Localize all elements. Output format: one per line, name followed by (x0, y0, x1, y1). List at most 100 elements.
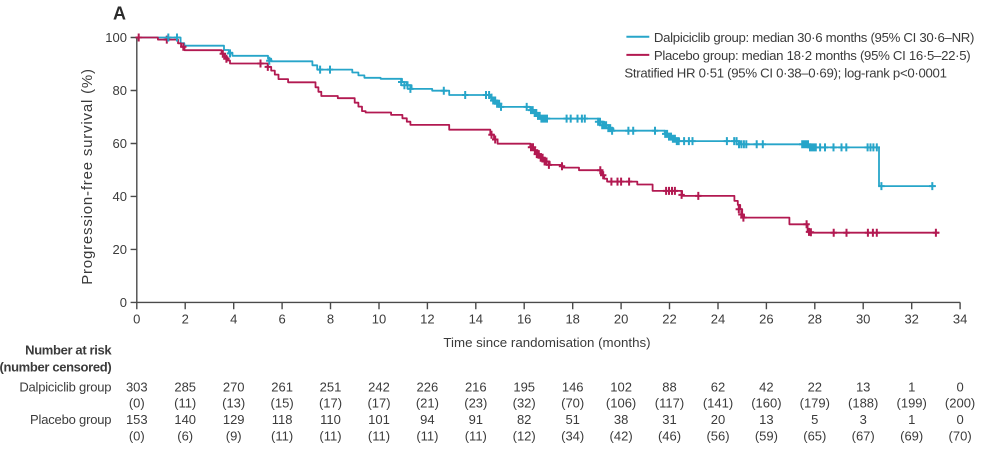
svg-text:80: 80 (113, 83, 127, 98)
svg-text:(15): (15) (271, 396, 294, 411)
svg-text:(59): (59) (755, 429, 778, 444)
svg-text:(46): (46) (658, 429, 681, 444)
svg-text:4: 4 (230, 311, 237, 326)
svg-text:20: 20 (113, 242, 127, 257)
svg-text:(11): (11) (465, 429, 487, 444)
svg-text:6: 6 (278, 311, 285, 326)
svg-text:22: 22 (808, 380, 822, 395)
svg-text:40: 40 (113, 189, 127, 204)
svg-text:285: 285 (174, 380, 196, 395)
svg-text:216: 216 (465, 380, 487, 395)
svg-text:3: 3 (860, 412, 867, 427)
svg-text:Dalpiciclib group: Dalpiciclib group (19, 380, 111, 395)
svg-text:0: 0 (133, 311, 140, 326)
svg-text:251: 251 (320, 380, 342, 395)
svg-text:Placebo group: Placebo group (30, 412, 111, 427)
svg-text:1: 1 (908, 412, 915, 427)
svg-text:(0): (0) (129, 429, 145, 444)
svg-text:30: 30 (856, 311, 870, 326)
svg-text:(70): (70) (561, 396, 584, 411)
svg-text:(34): (34) (561, 429, 584, 444)
svg-text:62: 62 (711, 380, 725, 395)
svg-text:100: 100 (105, 30, 127, 45)
svg-text:Progression-free survival (%): Progression-free survival (%) (79, 68, 96, 285)
svg-text:42: 42 (759, 380, 773, 395)
svg-text:5: 5 (811, 412, 818, 427)
svg-text:24: 24 (711, 311, 725, 326)
svg-text:0: 0 (120, 295, 127, 310)
svg-text:102: 102 (610, 380, 632, 395)
svg-text:(12): (12) (513, 429, 536, 444)
svg-text:226: 226 (417, 380, 439, 395)
svg-text:Stratified HR 0·51 (95% CI 0·3: Stratified HR 0·51 (95% CI 0·38–0·69); l… (624, 66, 946, 81)
svg-text:(11): (11) (368, 429, 390, 444)
svg-text:140: 140 (174, 412, 196, 427)
svg-text:153: 153 (126, 412, 148, 427)
svg-text:(188): (188) (848, 396, 878, 411)
svg-text:110: 110 (320, 412, 341, 427)
svg-text:(199): (199) (897, 396, 927, 411)
svg-text:Time since randomisation (mont: Time since randomisation (months) (443, 335, 650, 350)
svg-text:(160): (160) (751, 396, 781, 411)
svg-text:(11): (11) (319, 429, 341, 444)
svg-text:51: 51 (565, 412, 579, 427)
svg-text:A: A (113, 4, 126, 24)
svg-text:101: 101 (368, 412, 390, 427)
svg-text:20: 20 (614, 311, 628, 326)
svg-text:Dalpiciclib group: median 30·6: Dalpiciclib group: median 30·6 months (9… (654, 30, 974, 45)
svg-text:Placebo group: median 18·2 mon: Placebo group: median 18·2 months (95% C… (654, 48, 970, 63)
svg-text:(11): (11) (271, 429, 293, 444)
svg-text:303: 303 (126, 380, 148, 395)
svg-text:Number at risk: Number at risk (25, 343, 112, 358)
svg-text:1: 1 (908, 380, 915, 395)
svg-text:10: 10 (372, 311, 386, 326)
svg-text:(13): (13) (222, 396, 245, 411)
svg-text:82: 82 (517, 412, 531, 427)
svg-text:38: 38 (614, 412, 628, 427)
svg-text:20: 20 (711, 412, 725, 427)
svg-text:(11): (11) (174, 396, 196, 411)
svg-text:(65): (65) (803, 429, 826, 444)
svg-text:18: 18 (565, 311, 579, 326)
svg-text:118: 118 (272, 412, 293, 427)
svg-text:91: 91 (469, 412, 483, 427)
svg-text:12: 12 (420, 311, 434, 326)
svg-text:242: 242 (368, 380, 390, 395)
svg-text:2: 2 (182, 311, 189, 326)
svg-text:26: 26 (759, 311, 773, 326)
svg-text:146: 146 (562, 380, 584, 395)
svg-text:129: 129 (223, 412, 245, 427)
svg-text:261: 261 (271, 380, 293, 395)
svg-text:(106): (106) (606, 396, 636, 411)
svg-text:0: 0 (956, 380, 963, 395)
svg-text:195: 195 (513, 380, 535, 395)
svg-text:(23): (23) (464, 396, 487, 411)
svg-text:13: 13 (856, 380, 870, 395)
svg-text:(56): (56) (706, 429, 729, 444)
svg-text:88: 88 (662, 380, 676, 395)
svg-text:16: 16 (517, 311, 531, 326)
svg-text:(67): (67) (852, 429, 875, 444)
svg-text:(6): (6) (177, 429, 193, 444)
svg-text:94: 94 (420, 412, 434, 427)
svg-text:(21): (21) (416, 396, 439, 411)
svg-text:32: 32 (904, 311, 918, 326)
svg-text:(number censored): (number censored) (0, 360, 111, 375)
svg-text:8: 8 (327, 311, 334, 326)
svg-text:(17): (17) (319, 396, 342, 411)
svg-text:28: 28 (808, 311, 822, 326)
svg-text:(179): (179) (800, 396, 830, 411)
svg-text:34: 34 (953, 311, 967, 326)
svg-text:(17): (17) (367, 396, 390, 411)
svg-text:13: 13 (759, 412, 773, 427)
svg-text:(32): (32) (513, 396, 536, 411)
svg-text:(9): (9) (226, 429, 242, 444)
svg-text:(0): (0) (129, 396, 145, 411)
svg-text:0: 0 (956, 412, 963, 427)
svg-text:(200): (200) (945, 396, 975, 411)
svg-text:60: 60 (113, 136, 127, 151)
svg-text:14: 14 (469, 311, 483, 326)
svg-text:22: 22 (662, 311, 676, 326)
svg-text:(69): (69) (900, 429, 923, 444)
svg-text:(117): (117) (655, 396, 684, 411)
